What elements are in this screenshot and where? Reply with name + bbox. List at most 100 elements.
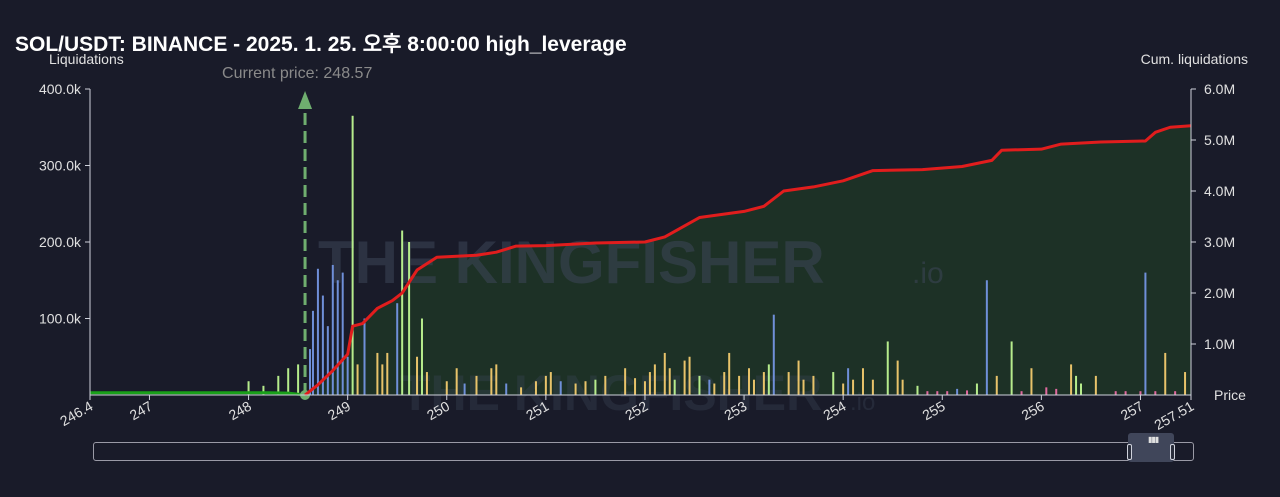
liquidation-bar bbox=[752, 379, 755, 395]
liquidation-bar bbox=[549, 372, 552, 395]
liquidation-bar bbox=[475, 375, 478, 395]
left-cumulative-line bbox=[90, 391, 306, 397]
cumulative-liquidation-line bbox=[304, 124, 1192, 397]
liquidation-bar bbox=[767, 364, 770, 395]
x-axis-label: Price bbox=[1214, 387, 1246, 403]
y2-tick-label: 6.0M bbox=[1204, 81, 1235, 97]
liquidation-bar bbox=[842, 383, 845, 395]
liquidation-bar bbox=[975, 383, 978, 395]
scrollbar-left-handle[interactable] bbox=[1127, 444, 1132, 460]
liquidation-bar bbox=[326, 326, 329, 395]
liquidation-bar bbox=[247, 381, 250, 395]
liquidation-bar bbox=[995, 375, 998, 395]
liquidation-bar bbox=[277, 375, 280, 395]
liquidation-bar bbox=[316, 268, 319, 395]
y2-tick-label: 3.0M bbox=[1204, 234, 1235, 250]
liquidation-bar bbox=[663, 352, 666, 395]
scrollbar-right-handle[interactable] bbox=[1170, 444, 1175, 460]
cumulative-area bbox=[305, 125, 1191, 395]
liquidation-bar bbox=[738, 375, 741, 395]
liquidation-bar bbox=[861, 368, 864, 395]
liquidation-bar bbox=[351, 115, 354, 396]
liquidation-bar bbox=[401, 230, 404, 395]
y-tick-label: 400.0k bbox=[39, 81, 82, 97]
liquidation-bar bbox=[673, 379, 676, 395]
liquidation-bar bbox=[871, 379, 874, 395]
y2-tick-label: 4.0M bbox=[1204, 183, 1235, 199]
y-tick-label: 200.0k bbox=[39, 234, 82, 250]
x-tick-label: 247 bbox=[127, 398, 155, 424]
liquidation-bar bbox=[574, 383, 577, 395]
x-tick-label: 257.51 bbox=[1151, 398, 1196, 433]
liquidation-bar bbox=[416, 356, 419, 395]
liquidation-bar bbox=[653, 364, 656, 395]
liquidation-bar bbox=[787, 372, 790, 395]
liquidation-bar bbox=[425, 372, 428, 395]
x-tick-label: 249 bbox=[325, 398, 353, 424]
liquidation-bar bbox=[1174, 391, 1177, 395]
range-scrollbar[interactable] bbox=[93, 442, 1194, 461]
liquidation-bar bbox=[331, 264, 334, 395]
liquidation-bar bbox=[297, 364, 300, 395]
liquidation-bar bbox=[520, 387, 523, 395]
y2-tick-label: 2.0M bbox=[1204, 285, 1235, 301]
liquidation-bar bbox=[1079, 383, 1082, 395]
liquidation-bar bbox=[311, 310, 314, 395]
y2-tick-label: 1.0M bbox=[1204, 336, 1235, 352]
liquidation-bar bbox=[376, 352, 379, 395]
liquidation-bar bbox=[1020, 391, 1023, 395]
liquidation-bar bbox=[1139, 391, 1142, 395]
liquidation-bar bbox=[262, 385, 265, 395]
liquidation-bar bbox=[852, 379, 855, 395]
liquidation-bar bbox=[341, 272, 344, 395]
liquidation-bar bbox=[396, 303, 399, 395]
liquidation-bar bbox=[916, 385, 919, 395]
liquidation-bar bbox=[634, 378, 637, 395]
liquidation-bar bbox=[1144, 272, 1147, 395]
liquidation-bar bbox=[802, 379, 805, 395]
liquidation-bar bbox=[1094, 375, 1097, 395]
y2-tick-label: 5.0M bbox=[1204, 132, 1235, 148]
liquidation-bar bbox=[683, 360, 686, 395]
liquidation-bar bbox=[336, 280, 339, 395]
liquidation-bar bbox=[408, 242, 411, 395]
liquidation-bar bbox=[772, 314, 775, 395]
liquidation-bar bbox=[1075, 375, 1078, 395]
liquidation-bar bbox=[1164, 352, 1167, 395]
liquidation-bar bbox=[445, 381, 448, 395]
liquidation-bar bbox=[698, 375, 701, 395]
liquidation-bar bbox=[832, 372, 835, 395]
liquidation-bar bbox=[463, 383, 466, 395]
liquidation-bar bbox=[896, 360, 899, 395]
liquidation-bar bbox=[559, 381, 562, 395]
watermark-text: THE KINGFISHER bbox=[318, 229, 825, 296]
right-axis-title: Cum. liquidations bbox=[1140, 51, 1248, 67]
x-tick-label: 246.4 bbox=[57, 398, 96, 429]
liquidation-bar bbox=[594, 379, 597, 395]
liquidation-bar bbox=[936, 391, 939, 395]
liquidation-bar bbox=[648, 372, 651, 395]
liquidation-bar bbox=[455, 368, 458, 395]
current-price-label: Current price: 248.57 bbox=[222, 65, 372, 82]
x-tick-label: 248 bbox=[226, 398, 254, 424]
liquidation-bar bbox=[901, 379, 904, 395]
liquidation-bar bbox=[1070, 364, 1073, 395]
liquidation-bar bbox=[1184, 372, 1187, 395]
liquidation-bar bbox=[985, 280, 988, 395]
scrollbar-thumb[interactable] bbox=[1128, 433, 1174, 462]
liquidation-bar bbox=[762, 372, 765, 395]
liquidation-bar bbox=[643, 381, 646, 395]
liquidation-bar bbox=[1124, 391, 1127, 395]
liquidation-bar bbox=[495, 364, 498, 395]
liquidation-bar bbox=[723, 372, 726, 395]
grip-icon: ▮▮▮ bbox=[1148, 435, 1159, 444]
watermark-text-secondary: THE KINGFISHER bbox=[400, 365, 822, 421]
liquidation-bar bbox=[624, 368, 627, 395]
liquidation-bar bbox=[1010, 341, 1013, 395]
liquidation-bar bbox=[797, 360, 800, 395]
liquidation-bar bbox=[926, 391, 929, 395]
liquidation-bar bbox=[534, 381, 537, 395]
watermark-suffix: .io bbox=[912, 257, 944, 290]
liquidation-bar bbox=[544, 375, 547, 395]
